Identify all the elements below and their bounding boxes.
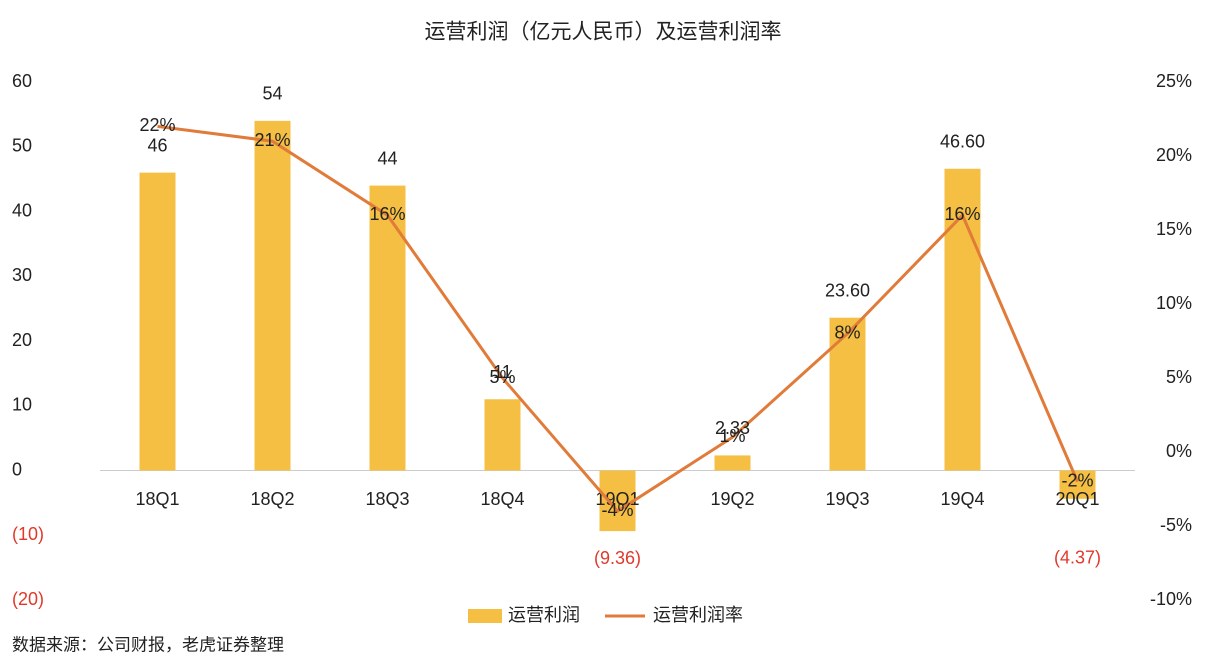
value-label: 46: [147, 135, 167, 155]
chart-title: 运营利润（亿元人民币）及运营利润率: [425, 21, 782, 44]
bar: [369, 185, 406, 471]
value-label: 11: [493, 362, 512, 382]
value-label: (4.37): [1054, 547, 1101, 567]
y-tick-label: (10): [12, 524, 44, 544]
value-label: 46.60: [940, 132, 985, 152]
source-note: 数据来源：公司财报，老虎证券整理: [12, 635, 284, 654]
bar: [139, 172, 176, 471]
value-label: 16%: [369, 204, 405, 224]
x-tick-label: 19Q4: [940, 489, 984, 509]
y2-tick-label: 5%: [1166, 367, 1192, 387]
value-label: 54: [262, 84, 282, 104]
value-label: 16%: [944, 204, 980, 224]
y2-tick-label: -10%: [1150, 589, 1192, 609]
x-tick-label: 18Q4: [480, 489, 524, 509]
value-label: -4%: [601, 500, 633, 520]
x-tick-label: 18Q3: [365, 489, 409, 509]
y-tick-label: 0: [12, 459, 22, 479]
legend-swatch: [468, 609, 502, 623]
y-tick-label: (20): [12, 589, 44, 609]
value-label: 2.33: [715, 418, 750, 438]
bar: [1059, 470, 1096, 499]
y2-tick-label: 15%: [1156, 219, 1192, 239]
y2-tick-label: 0%: [1166, 441, 1192, 461]
y2-tick-label: -5%: [1160, 515, 1192, 535]
y-tick-label: 60: [12, 71, 32, 91]
line: [157, 124, 1079, 514]
legend-label: 运营利润率: [653, 605, 743, 625]
x-tick-label: 19Q3: [825, 489, 869, 509]
bar: [944, 168, 981, 471]
value-label: (9.36): [594, 548, 641, 568]
value-label: 1%: [719, 426, 745, 446]
bar: [254, 120, 291, 471]
legend-label: 运营利润: [508, 605, 580, 625]
value-label: 23.60: [825, 280, 870, 300]
y-tick-label: 50: [12, 136, 32, 156]
x-tick-label: 20Q1: [1055, 489, 1099, 509]
y2-tick-label: 25%: [1156, 71, 1192, 91]
y-tick-label: 10: [12, 395, 32, 415]
x-tick-label: 19Q2: [710, 489, 754, 509]
value-label: -2%: [1061, 470, 1093, 490]
y2-tick-label: 20%: [1156, 145, 1192, 165]
y-tick-label: 30: [12, 265, 32, 285]
bar: [599, 470, 636, 532]
bar: [714, 455, 751, 471]
bar: [484, 399, 521, 471]
value-label: 21%: [254, 130, 290, 150]
y-tick-label: 20: [12, 330, 32, 350]
y2-tick-label: 10%: [1156, 293, 1192, 313]
value-label: 8%: [834, 322, 860, 342]
x-tick-label: 18Q1: [135, 489, 179, 509]
value-label: 5%: [489, 367, 515, 387]
x-tick-label: 18Q2: [250, 489, 294, 509]
value-label: 44: [377, 148, 397, 168]
y-tick-label: 40: [12, 200, 32, 220]
value-label: 22%: [139, 115, 175, 135]
